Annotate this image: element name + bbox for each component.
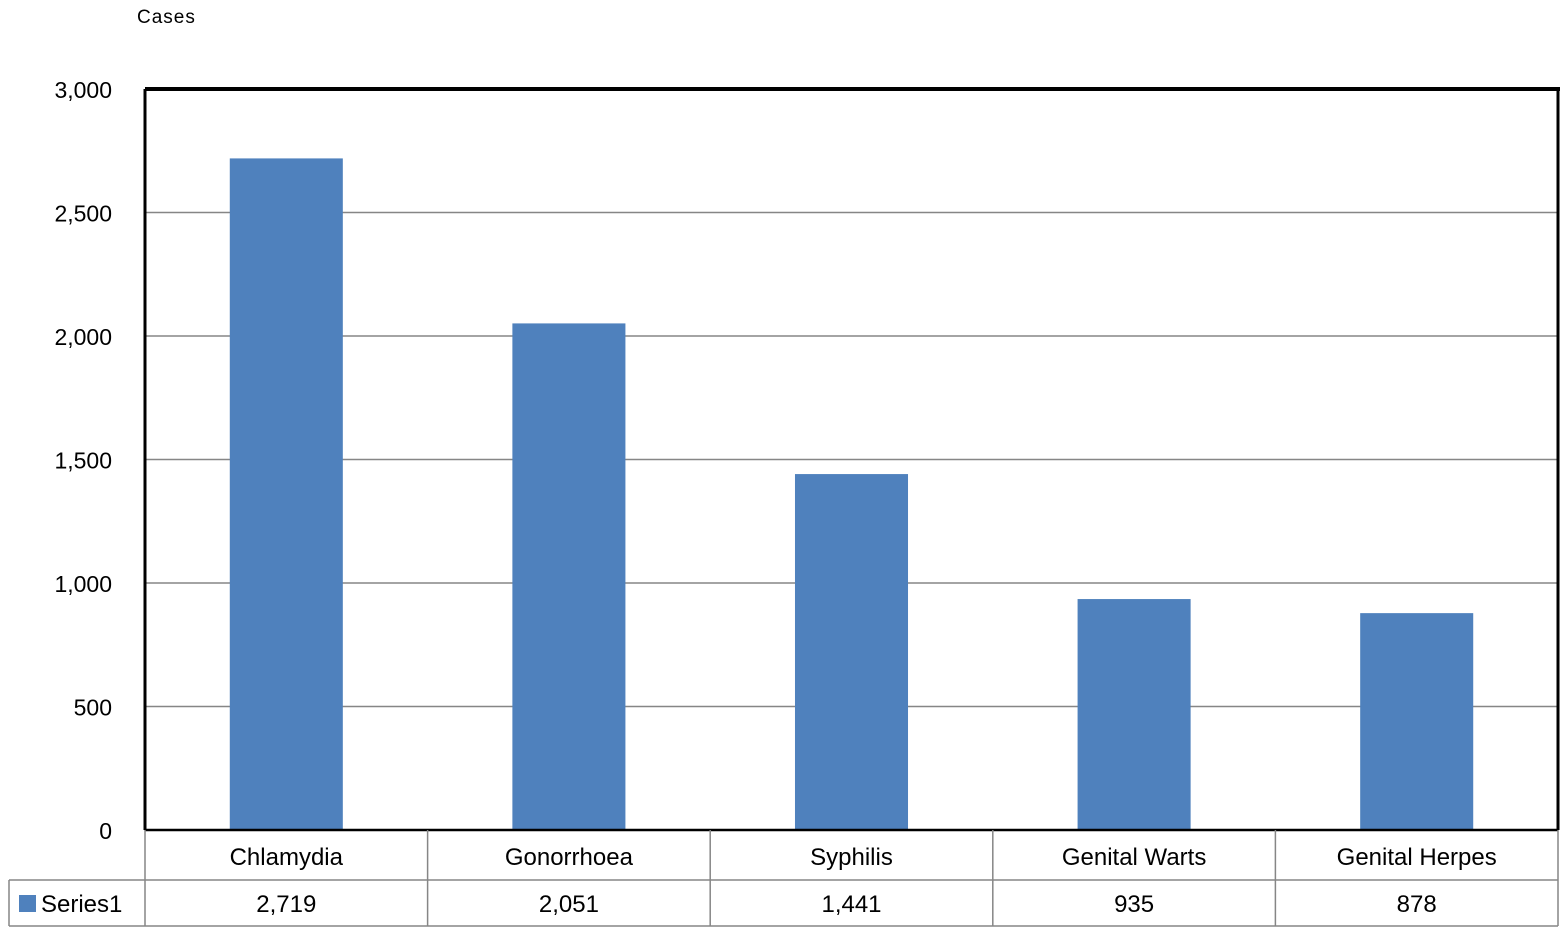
legend-series-label: Series1 <box>41 891 122 918</box>
x-category-label: Gonorrhoea <box>505 844 634 871</box>
x-category-label: Syphilis <box>810 844 893 871</box>
y-tick-label: 2,500 <box>54 201 112 227</box>
bar <box>1360 613 1473 830</box>
y-tick-label: 500 <box>74 695 112 721</box>
data-value-label: 935 <box>1114 891 1154 918</box>
data-value-label: 878 <box>1397 891 1437 918</box>
legend-swatch <box>19 895 36 912</box>
y-tick-label: 3,000 <box>54 77 112 103</box>
y-tick-label: 1,000 <box>54 571 112 597</box>
data-table: Chlamydia 2,719 Gonorrhoea 2,051 Syphilis 1,4… <box>9 830 1558 926</box>
y-axis-unit-label: Cases <box>137 7 196 28</box>
bar <box>795 474 908 830</box>
y-axis-ticks: 0 500 1,000 1,500 2,000 2,500 3,000 <box>54 77 112 844</box>
y-tick-label: 2,000 <box>54 324 112 350</box>
data-value-label: 2,051 <box>539 891 599 918</box>
y-tick-label: 1,500 <box>54 448 112 474</box>
data-value-label: 2,719 <box>256 891 316 918</box>
data-value-label: 1,441 <box>821 891 881 918</box>
bar <box>512 323 625 830</box>
x-category-label: Genital Herpes <box>1337 844 1497 871</box>
bar <box>230 158 343 830</box>
x-category-label: Genital Warts <box>1062 844 1206 871</box>
x-category-label: Chlamydia <box>230 844 344 871</box>
y-tick-label: 0 <box>99 818 112 844</box>
bars <box>230 158 1473 830</box>
bar <box>1078 599 1191 830</box>
